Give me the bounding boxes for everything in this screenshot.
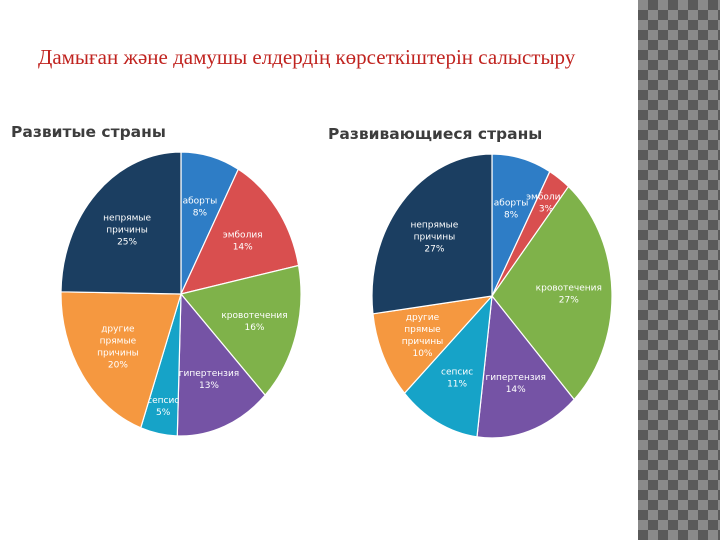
pie-slice-гипертензия xyxy=(476,294,575,439)
slice-label-другие-прямые-причины: другие прямые причины 10% xyxy=(402,313,444,359)
pie-slice-кровотечения xyxy=(179,264,302,397)
slice-label-гипертензия: гипертензия 13% xyxy=(179,369,239,391)
pie-slice-сепсис xyxy=(403,294,493,438)
slice-label-непрямые-причины: непрямые причины 25% xyxy=(103,214,151,248)
chart-title-developing: Развивающиеся страны xyxy=(328,125,543,143)
slide-title: Дамыған және дамушы елдердің көрсеткіште… xyxy=(38,45,576,69)
slice-label-сепсис: сепсис 11% xyxy=(441,368,473,390)
slice-label-эмболия: эмболия 14% xyxy=(223,230,263,252)
slice-label-аборты: аборты 8% xyxy=(494,199,529,221)
pie-slice-другие-прямые-причины xyxy=(372,295,494,395)
slice-label-гипертензия: гипертензия 14% xyxy=(485,373,545,395)
pie-slice-другие-прямые-причины xyxy=(60,291,182,429)
slice-label-другие-прямые-причины: другие прямые причины 20% xyxy=(97,324,139,370)
pie-slice-непрямые-причины xyxy=(371,153,493,315)
pie-slice-гипертензия xyxy=(176,292,266,437)
slice-label-непрямые-причины: непрямые причины 27% xyxy=(410,220,458,254)
slice-label-сепсис: сепсис 5% xyxy=(147,396,179,418)
pie-slice-непрямые-причины xyxy=(60,151,182,295)
decorative-pattern-strip xyxy=(638,0,720,540)
pie-slice-эмболия xyxy=(179,168,300,295)
chart-title-developed: Развитые страны xyxy=(11,123,166,141)
slice-label-аборты: аборты 8% xyxy=(183,196,218,218)
pie-chart-developing: аборты 8%эмболия 3% кровотечения 27% гипертен… xyxy=(371,153,613,439)
pie-chart-developed: аборты 8%эмболия 14% кровотечения 16% гиперте… xyxy=(60,151,302,437)
pie-slice-кровотечения xyxy=(491,185,613,401)
slice-label-кровотечения: кровотечения 16% xyxy=(221,311,287,333)
slice-label-кровотечения: кровотечения 27% xyxy=(536,284,602,306)
slice-label-эмболия: эмболия 3% xyxy=(526,193,566,215)
